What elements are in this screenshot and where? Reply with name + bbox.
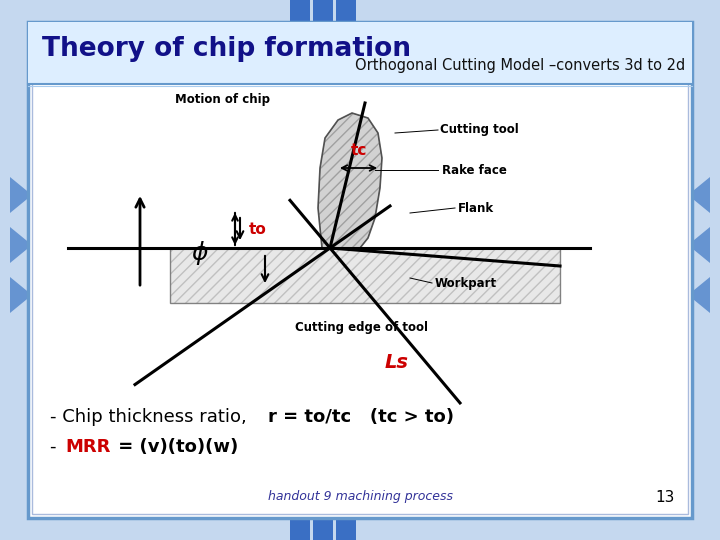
Polygon shape bbox=[688, 227, 710, 263]
Polygon shape bbox=[10, 227, 32, 263]
Bar bbox=[336, 518, 356, 540]
Polygon shape bbox=[10, 177, 32, 213]
Polygon shape bbox=[688, 277, 710, 313]
Text: Motion of chip: Motion of chip bbox=[175, 93, 270, 106]
Text: tc: tc bbox=[351, 143, 366, 158]
Text: Flank: Flank bbox=[458, 201, 494, 214]
Text: Orthogonal Cutting Model –converts 3d to 2d: Orthogonal Cutting Model –converts 3d to… bbox=[355, 58, 685, 73]
Text: Cutting edge of tool: Cutting edge of tool bbox=[295, 321, 428, 334]
Text: MRR: MRR bbox=[65, 438, 110, 456]
Text: Theory of chip formation: Theory of chip formation bbox=[42, 36, 411, 62]
Polygon shape bbox=[10, 277, 32, 313]
Text: to: to bbox=[249, 221, 266, 237]
Polygon shape bbox=[318, 113, 382, 248]
Text: 13: 13 bbox=[656, 490, 675, 505]
Polygon shape bbox=[688, 177, 710, 213]
Text: -: - bbox=[50, 438, 62, 456]
Text: Ls: Ls bbox=[385, 354, 409, 373]
Bar bbox=[313, 0, 333, 22]
Text: - Chip thickness ratio,: - Chip thickness ratio, bbox=[50, 408, 253, 426]
Text: = (v)(to)(w): = (v)(to)(w) bbox=[112, 438, 238, 456]
Text: Rake face: Rake face bbox=[442, 164, 507, 177]
Text: ϕ: ϕ bbox=[192, 241, 208, 265]
Bar bbox=[336, 0, 356, 22]
Bar bbox=[313, 518, 333, 540]
Bar bbox=[290, 0, 310, 22]
Text: r = to/tc   (tc > to): r = to/tc (tc > to) bbox=[268, 408, 454, 426]
Polygon shape bbox=[170, 248, 560, 303]
Bar bbox=[290, 518, 310, 540]
Text: Workpart: Workpart bbox=[435, 276, 497, 289]
Bar bbox=[28, 22, 692, 84]
Text: handout 9 machining process: handout 9 machining process bbox=[268, 490, 452, 503]
Text: Cutting tool: Cutting tool bbox=[440, 124, 518, 137]
